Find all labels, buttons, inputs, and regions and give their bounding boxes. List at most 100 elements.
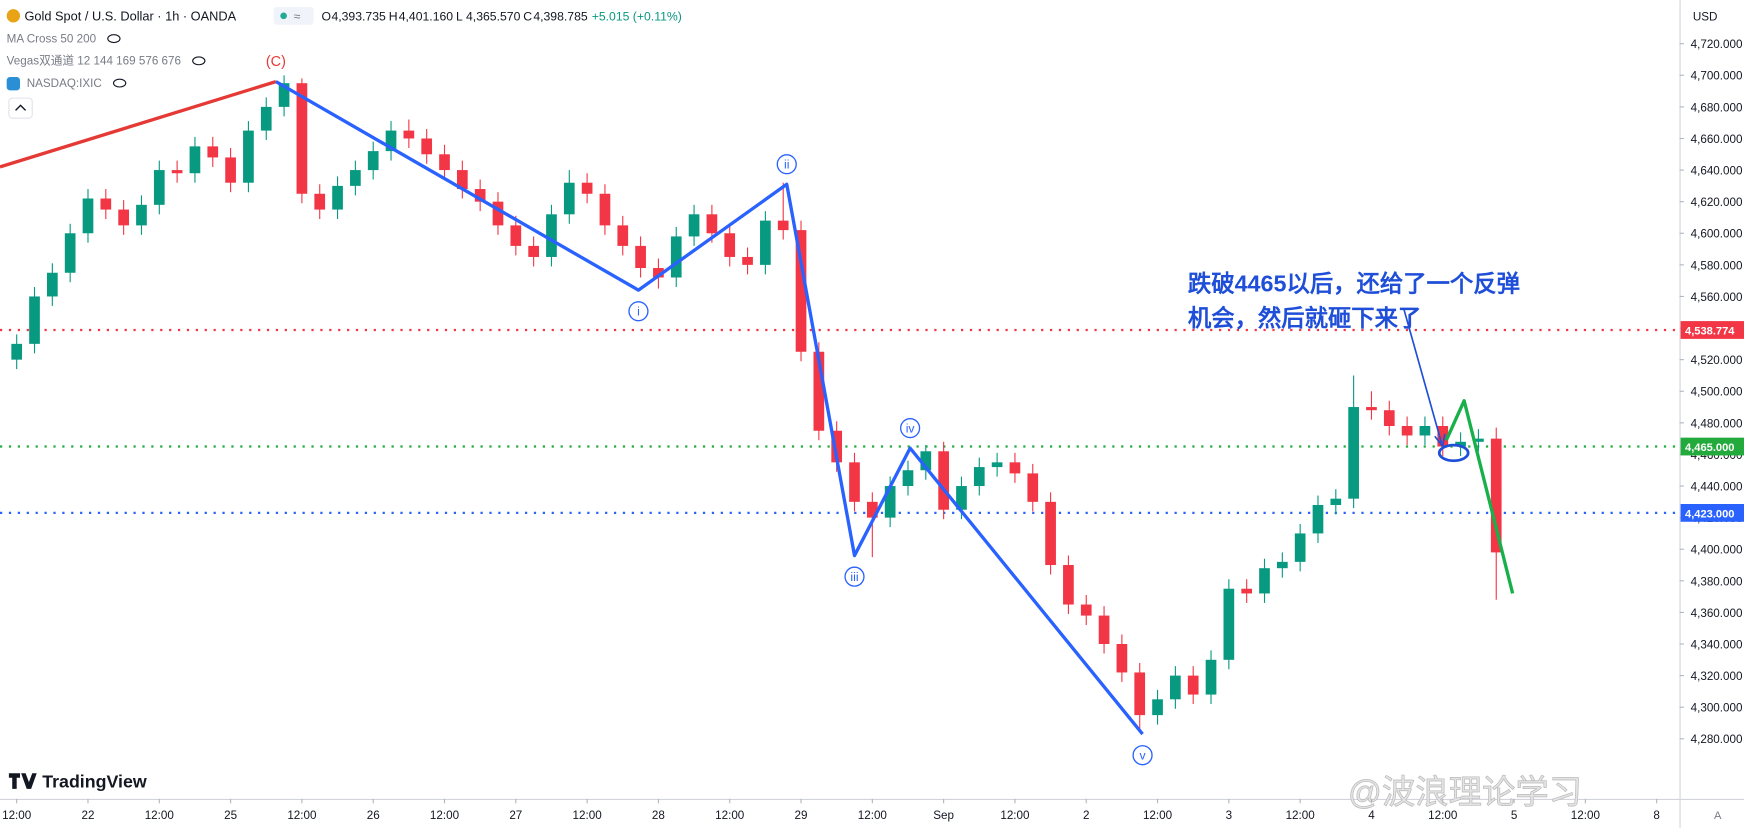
price-level-label: 4,423.000 [1685, 508, 1734, 520]
x-tick-label: 12:00 [430, 809, 460, 822]
y-tick-label: 4,320.000 [1691, 670, 1743, 683]
candle-body [64, 233, 76, 273]
candle-body [1401, 426, 1413, 436]
annotation-ellipse [1437, 443, 1470, 463]
x-tick-label: 12:00 [2, 809, 32, 822]
candle-body [1366, 407, 1377, 411]
candle-body [118, 209, 129, 226]
price-level-label: 4,465.000 [1685, 442, 1734, 454]
candle-body [1027, 473, 1039, 502]
candle-body [11, 343, 23, 360]
candle-body [403, 130, 415, 139]
x-tick-label: 12:00 [145, 809, 175, 822]
candle-body [1187, 675, 1199, 695]
candle-body [421, 138, 433, 155]
candle-body [528, 245, 539, 257]
candle-body [1045, 501, 1056, 566]
x-tick-label: 3 [1226, 809, 1232, 822]
brand-name[interactable]: TradingView [42, 772, 147, 792]
y-tick-label: 4,440.000 [1691, 480, 1743, 493]
candle-body [1312, 504, 1324, 534]
y-tick-label: 4,360.000 [1691, 607, 1743, 620]
price-level-tag [1680, 503, 1744, 522]
candle-body [1383, 410, 1395, 427]
x-tick-label: 2 [1083, 809, 1089, 822]
candle-body [314, 193, 326, 210]
wave-label: iv [906, 422, 916, 436]
visibility-toggle[interactable] [112, 78, 127, 88]
collapse-button[interactable] [8, 97, 33, 119]
ohlc-value: 4,393.735 [331, 9, 386, 23]
auto-scale-button[interactable]: A [1714, 810, 1722, 822]
candle-body [956, 486, 967, 510]
wave-label: (C) [266, 54, 286, 70]
ohlc-key: O [321, 9, 331, 23]
candle-body [260, 106, 272, 131]
ohlc-key: L [456, 9, 463, 23]
y-tick-label: 4,600.000 [1691, 228, 1743, 241]
candle-body [777, 220, 789, 231]
candle-body [706, 214, 718, 234]
candle-body [688, 214, 700, 237]
candle-body [1134, 672, 1146, 716]
candle-body [82, 198, 94, 234]
brand-logo [8, 773, 37, 789]
candle-body [1241, 588, 1253, 594]
x-tick-label: 12:00 [287, 809, 317, 822]
candle-body [902, 470, 914, 487]
status-badge[interactable] [273, 6, 314, 25]
ohlc-key: H [389, 9, 398, 23]
y-tick-label: 4,380.000 [1691, 575, 1743, 588]
x-tick-label: 12:00 [1428, 809, 1458, 822]
wave-label-circle [628, 301, 649, 322]
annotation-line: 机会，然后就砸下来了 [1188, 304, 1421, 331]
candle-body [581, 182, 593, 194]
candle-body [938, 451, 949, 510]
y-tick-label: 4,680.000 [1691, 101, 1743, 114]
wave-line [1444, 399, 1515, 594]
candle-body [225, 157, 236, 183]
candle-body [1294, 533, 1306, 562]
y-tick-label: 4,560.000 [1691, 291, 1743, 304]
x-tick-label: Sep [933, 809, 954, 822]
symbol-title[interactable]: Gold Spot / U.S. Dollar · 1h · OANDA [24, 8, 236, 23]
x-tick-label: 22 [82, 809, 95, 822]
wave-label: i [637, 305, 640, 319]
x-tick-label: 12:00 [1000, 809, 1030, 822]
indicator-label: MA Cross 50 200 [7, 33, 97, 46]
x-tick-label: 5 [1511, 809, 1517, 822]
candle-body [385, 130, 397, 152]
candle-body [831, 430, 843, 463]
candle-body [296, 83, 308, 194]
candle-body [599, 193, 611, 226]
visibility-toggle[interactable] [192, 56, 206, 66]
y-tick-label: 4,520.000 [1691, 354, 1743, 367]
change: +5.015 (+0.11%) [592, 9, 682, 23]
currency[interactable]: USD [1693, 10, 1718, 23]
ohlc-key: C [523, 9, 532, 23]
candle-body [1455, 441, 1466, 447]
candle-body [46, 272, 58, 297]
y-tick-label: 4,480.000 [1691, 417, 1743, 430]
candle-body [243, 130, 254, 183]
x-tick-label: 25 [224, 809, 237, 822]
y-tick-label: 4,340.000 [1691, 638, 1743, 651]
candle-body [1330, 498, 1342, 505]
wave-label: ii [784, 158, 789, 172]
candle-body [742, 256, 753, 265]
candle-body [492, 201, 504, 226]
candle-body [1063, 565, 1074, 605]
candle-body [171, 170, 183, 174]
symbol-icon [6, 9, 21, 23]
indicator-label: Vegas双通道 12 144 169 576 676 [7, 54, 181, 68]
wave-label: iii [850, 570, 858, 584]
candle-body [760, 220, 771, 265]
x-tick-label: 29 [795, 809, 808, 822]
visibility-toggle[interactable] [107, 34, 121, 44]
candle-body [795, 230, 807, 352]
candle-body [849, 462, 860, 502]
indicators: MA Cross 50 200 Vegas双通道 12 144 169 576 6… [6, 33, 206, 91]
candle-body [866, 501, 878, 518]
